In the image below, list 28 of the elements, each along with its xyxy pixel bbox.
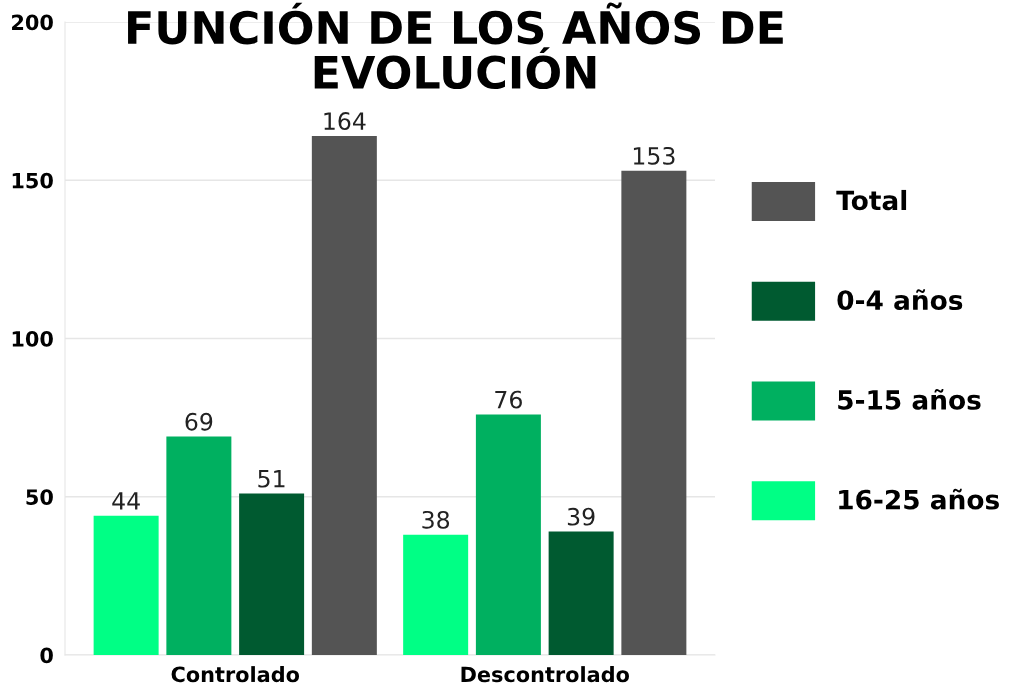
data-label: 51 <box>258 470 285 488</box>
chart-title: FUNCIÓN DE LOS AÑOS DE EVOLUCIÓN <box>128 2 783 90</box>
data-label: 39 <box>567 507 595 526</box>
legend-label: 0-4 años <box>837 289 963 311</box>
data-label: 164 <box>324 112 366 130</box>
y-tick-label: 100 <box>12 330 53 347</box>
bar <box>548 531 614 655</box>
bar <box>239 493 305 655</box>
data-label: 38 <box>422 510 450 529</box>
legend-label: Total <box>836 189 907 211</box>
y-tick-label: 150 <box>12 172 53 189</box>
bar <box>403 534 469 655</box>
bar <box>93 515 159 655</box>
data-label: 153 <box>633 146 675 165</box>
data-label: 69 <box>185 412 213 431</box>
bar <box>166 436 232 655</box>
y-tick-label: 0 <box>40 647 53 664</box>
x-tick-label: Controlado <box>171 666 300 683</box>
y-tick-label: 200 <box>12 14 53 31</box>
data-label: 76 <box>495 390 522 409</box>
legend-label: 5-15 años <box>838 388 981 410</box>
bar <box>475 414 541 655</box>
bar <box>621 170 687 655</box>
legend-label: 16-25 años <box>839 488 999 510</box>
bar <box>311 135 377 655</box>
y-tick-label: 50 <box>26 489 53 505</box>
data-label: 44 <box>112 492 140 510</box>
x-tick-label: Descontrolado <box>461 666 630 683</box>
